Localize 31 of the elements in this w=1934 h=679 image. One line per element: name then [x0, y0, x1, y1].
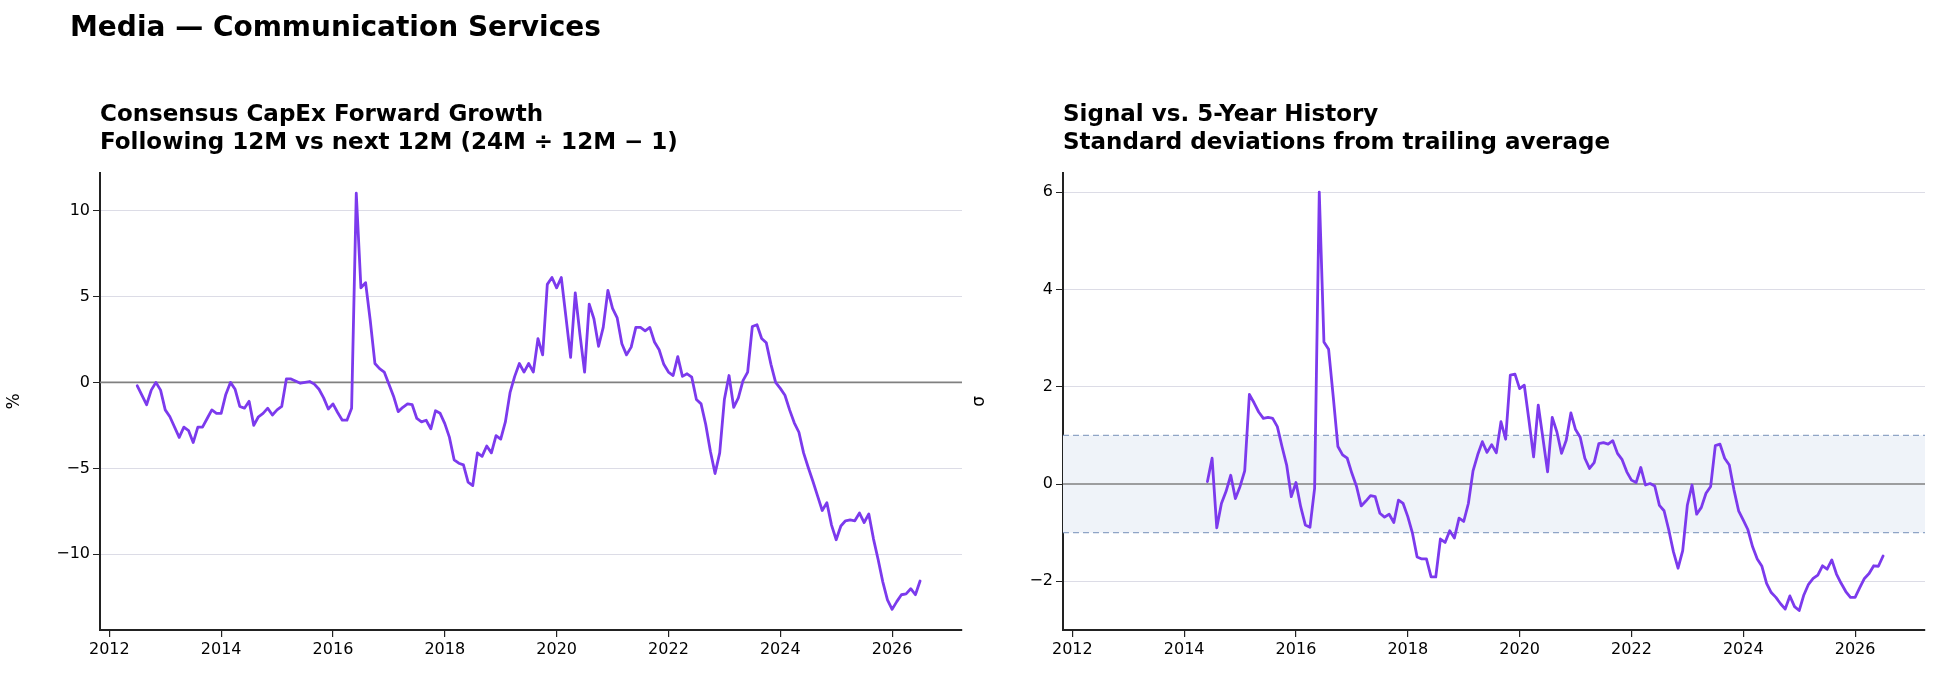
y-tick-label: −5	[66, 457, 90, 477]
x-tick-label: 2020	[1499, 638, 1540, 658]
y-tick-label: −10	[56, 543, 90, 563]
x-tick-label: 2016	[1275, 638, 1317, 658]
y-tick-label: 5	[79, 285, 90, 305]
chart-title: Media — Communication Services	[70, 10, 601, 43]
x-tick-label: 2022	[1611, 638, 1652, 658]
chart-subtitle: Consensus CapEx Forward Growth Following 12M vs next 12M (24M ÷ 12M − 1)	[100, 100, 678, 156]
x-tick-label: 2020	[536, 638, 577, 658]
x-tick-label: 2018	[424, 638, 466, 658]
y-tick-label: 4	[1042, 278, 1053, 298]
y-tick-label: 10	[69, 199, 90, 219]
x-tick-label: 2014	[1163, 638, 1205, 658]
x-tick-label: 2012	[88, 638, 130, 658]
x-tick-label: 2022	[648, 638, 689, 658]
y-tick-label: 6	[1042, 181, 1053, 201]
y-tick-label: 0	[1042, 473, 1053, 493]
x-tick-label: 2026	[1834, 638, 1876, 658]
x-tick-label: 2024	[759, 638, 801, 658]
y-tick-label: 2	[1042, 375, 1053, 395]
chart-subtitle: Signal vs. 5-Year History Standard deviations from trailing average	[1063, 100, 1610, 156]
x-tick-label: 2016	[312, 638, 354, 658]
x-tick-label: 2014	[200, 638, 242, 658]
x-tick-label: 2026	[871, 638, 913, 658]
x-tick-label: 2024	[1722, 638, 1764, 658]
y-axis-title: σ	[967, 395, 988, 407]
y-axis-title: %	[2, 393, 23, 410]
x-tick-label: 2018	[1387, 638, 1429, 658]
y-tick-label: −2	[1029, 570, 1053, 590]
y-tick-label: 0	[79, 371, 90, 391]
x-tick-label: 2012	[1051, 638, 1093, 658]
